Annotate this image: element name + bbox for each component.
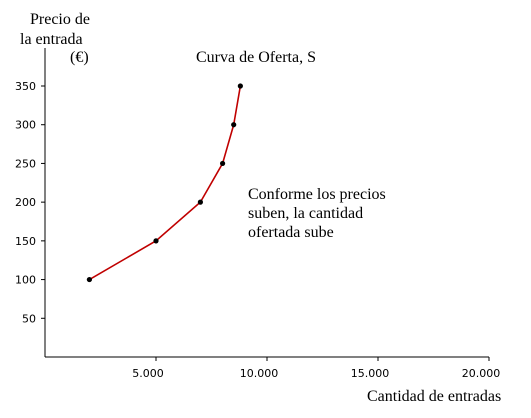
y-tick-label: 350 bbox=[15, 80, 36, 93]
annotation-line-3: ofertada sube bbox=[248, 224, 334, 241]
y-tick-label: 300 bbox=[15, 119, 36, 132]
x-tick-label: 5.000 bbox=[132, 367, 164, 380]
x-axis-label: Cantidad de entradas bbox=[367, 388, 501, 405]
annotation-line-2: suben, la cantidad bbox=[248, 205, 363, 222]
y-tick-label: 50 bbox=[22, 312, 36, 325]
data-point bbox=[197, 199, 203, 205]
x-tick-label: 10.000 bbox=[240, 367, 279, 380]
data-point bbox=[153, 238, 159, 244]
y-tick-label: 100 bbox=[15, 274, 36, 287]
chart-title: Curva de Oferta, S bbox=[196, 49, 316, 66]
y-axis-label-line-1: Precio de bbox=[30, 11, 90, 28]
y-ticks: 50 100 150 200 250 300 350 bbox=[15, 80, 45, 325]
data-point bbox=[86, 276, 92, 283]
y-tick-label: 150 bbox=[15, 235, 36, 248]
annotation-line-1: Conforme los precios bbox=[248, 186, 386, 203]
x-ticks: 5.000 10.000 15.000 20.000 bbox=[132, 357, 500, 380]
y-axis-label-line-3: (€) bbox=[70, 49, 89, 66]
y-axis-label-line-2: la entrada bbox=[20, 31, 83, 48]
data-point bbox=[220, 160, 226, 167]
series-layer bbox=[86, 83, 243, 283]
y-tick-label: 200 bbox=[15, 196, 36, 209]
data-point bbox=[231, 122, 237, 128]
x-tick-label: 15.000 bbox=[351, 367, 390, 380]
x-tick-label: 20.000 bbox=[462, 367, 501, 380]
y-tick-label: 250 bbox=[15, 157, 36, 170]
supply-curve-line bbox=[88, 85, 242, 281]
data-point bbox=[237, 83, 243, 89]
